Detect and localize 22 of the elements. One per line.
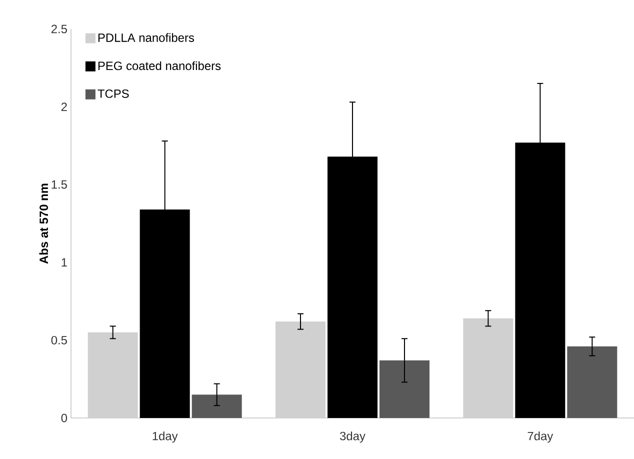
- x-tick-label: 7day: [528, 432, 554, 443]
- y-axis-title: Abs at 570 nm: [39, 184, 48, 264]
- bar: [380, 360, 430, 418]
- bar: [567, 346, 618, 418]
- x-tick-label: 1day: [152, 432, 178, 443]
- bar: [140, 209, 190, 418]
- bar: [463, 318, 514, 418]
- y-tick-label: 2: [61, 102, 67, 111]
- y-tick-label: 1: [62, 258, 67, 266]
- y-tick-label: 0: [61, 414, 68, 422]
- bar: [276, 322, 326, 418]
- y-tick-label: 2.5: [51, 24, 67, 34]
- y-tick-label: 0.5: [51, 336, 67, 344]
- y-tick-label: 1.5: [52, 180, 67, 189]
- bar: [88, 332, 138, 418]
- legend-label: PEG coated nanofibers: [98, 61, 221, 70]
- legend-label: TCPS: [98, 89, 129, 98]
- bar: [192, 394, 242, 418]
- legend-label: PDLLA nanofibers: [98, 33, 194, 42]
- x-tick-label: 3day: [340, 432, 366, 443]
- bar: [515, 142, 566, 418]
- bar: [328, 156, 378, 418]
